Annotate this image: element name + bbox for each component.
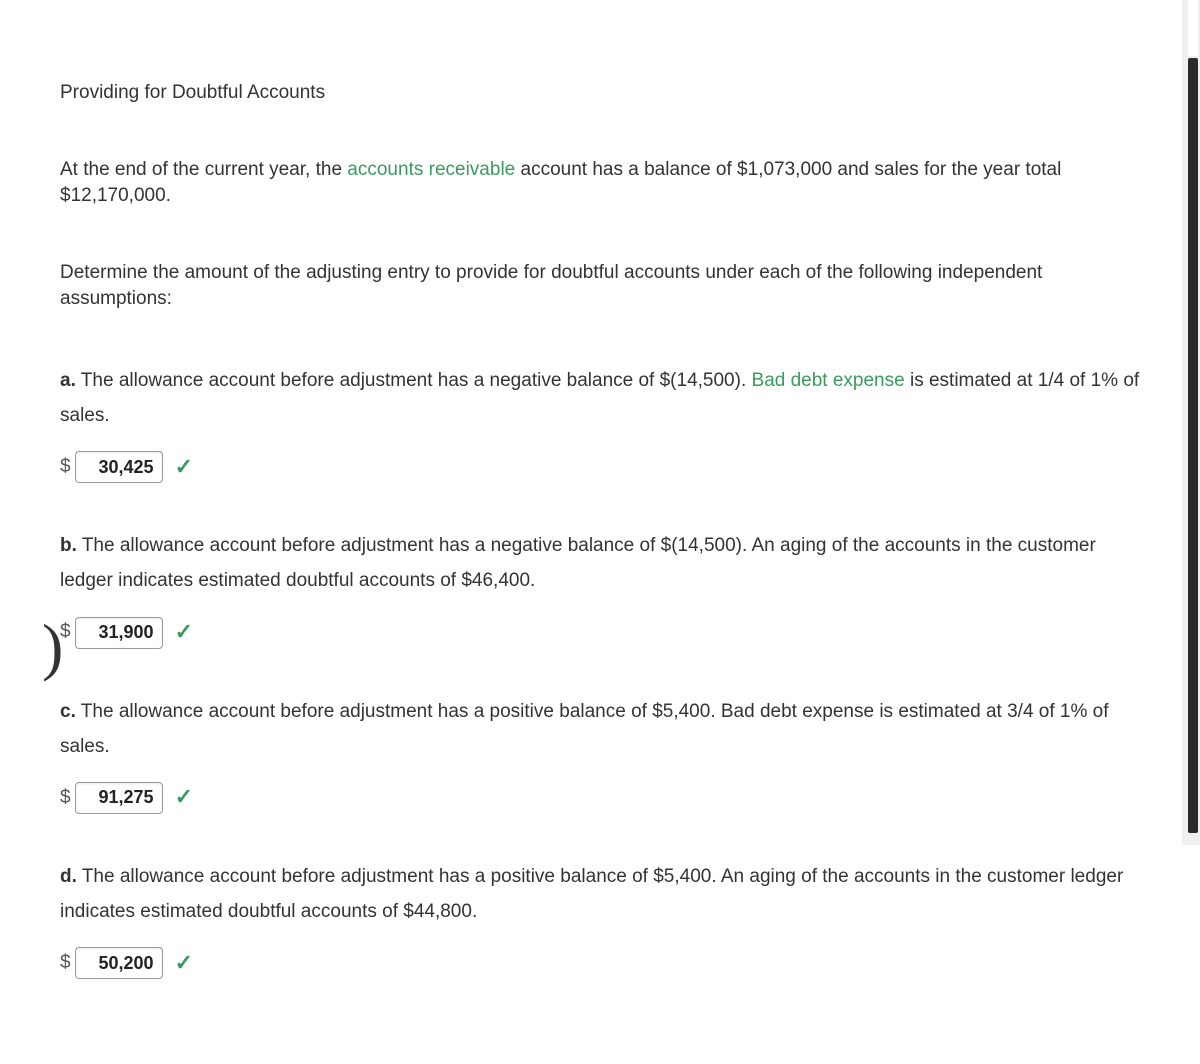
answer-input-a[interactable] xyxy=(75,451,163,483)
question-letter-b: b. xyxy=(60,535,77,556)
scroll-gap-top xyxy=(1188,0,1198,56)
scrollbar-thumb[interactable] xyxy=(1188,58,1198,833)
question-d: d. The allowance account before adjustme… xyxy=(60,859,1140,979)
q-c-text: The allowance account before adjustment … xyxy=(60,701,1109,757)
dollar-sign: $ xyxy=(60,785,71,812)
answer-row-a: $ ✓ xyxy=(60,451,1140,483)
check-icon: ✓ xyxy=(175,782,193,813)
question-a-text: a. The allowance account before adjustme… xyxy=(60,363,1140,433)
q-d-text: The allowance account before adjustment … xyxy=(60,866,1123,922)
question-d-text: d. The allowance account before adjustme… xyxy=(60,859,1140,929)
q-a-pre: The allowance account before adjustment … xyxy=(81,370,752,391)
intro-paragraph: At the end of the current year, the acco… xyxy=(60,157,1140,210)
question-letter-a: a. xyxy=(60,370,76,391)
intro-pre: At the end of the current year, the xyxy=(60,159,347,180)
question-content: Providing for Doubtful Accounts At the e… xyxy=(0,0,1200,1064)
check-icon: ✓ xyxy=(175,452,193,483)
answer-input-b[interactable] xyxy=(75,617,163,649)
answer-row-c: $ ✓ xyxy=(60,782,1140,814)
answer-input-d[interactable] xyxy=(75,947,163,979)
answer-input-c[interactable] xyxy=(75,782,163,814)
question-b: b. The allowance account before adjustme… xyxy=(60,528,1140,648)
check-icon: ✓ xyxy=(175,617,193,648)
question-a: a. The allowance account before adjustme… xyxy=(60,363,1140,483)
question-letter-d: d. xyxy=(60,866,77,887)
question-c-text: c. The allowance account before adjustme… xyxy=(60,694,1140,764)
stray-paren: ) xyxy=(42,610,63,684)
question-letter-c: c. xyxy=(60,701,76,722)
instruction-text: Determine the amount of the adjusting en… xyxy=(60,260,1140,313)
answer-row-d: $ ✓ xyxy=(60,947,1140,979)
accounts-receivable-link[interactable]: accounts receivable xyxy=(347,159,515,180)
question-c: c. The allowance account before adjustme… xyxy=(60,694,1140,814)
dollar-sign: $ xyxy=(60,454,71,481)
question-b-text: b. The allowance account before adjustme… xyxy=(60,528,1140,598)
answer-row-b: $ ✓ xyxy=(60,617,1140,649)
dollar-sign: $ xyxy=(60,950,71,977)
check-icon: ✓ xyxy=(175,948,193,979)
page-title: Providing for Doubtful Accounts xyxy=(60,80,1140,107)
q-b-text: The allowance account before adjustment … xyxy=(60,535,1096,591)
bad-debt-expense-link[interactable]: Bad debt expense xyxy=(752,370,905,391)
